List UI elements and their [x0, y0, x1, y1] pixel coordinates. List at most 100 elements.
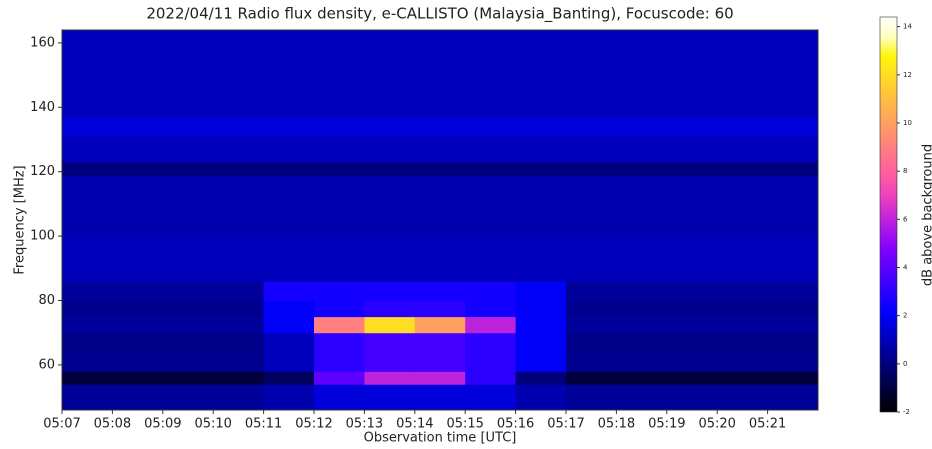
colorbar-tick-label: 12 [903, 71, 912, 79]
heatmap-cell [516, 349, 567, 372]
colorbar-tick-label: 0 [903, 360, 907, 368]
heatmap-cell [465, 117, 516, 137]
x-tick-label: 05:11 [245, 417, 282, 432]
heatmap-cell [264, 349, 315, 372]
heatmap-cell [465, 384, 516, 410]
y-tick-label: 120 [30, 164, 55, 179]
heatmap-cell [516, 236, 567, 282]
colorbar-label: dB above background [921, 144, 932, 286]
heatmap-cell [314, 117, 365, 137]
heatmap-cell [415, 301, 466, 318]
chart: 2022/04/11 Radio flux density, e-CALLIST… [0, 0, 932, 449]
heatmap-cell [717, 281, 768, 301]
heatmap-cell [112, 30, 163, 117]
heatmap-cell [264, 117, 315, 137]
heatmap-cell [415, 136, 466, 162]
heatmap-cell [465, 301, 516, 318]
heatmap-cell [667, 384, 718, 410]
heatmap-cell [717, 333, 768, 350]
heatmap-cell [616, 162, 667, 175]
heatmap-cell [415, 162, 466, 175]
heatmap-cell [768, 317, 819, 334]
heatmap-cell [314, 162, 365, 175]
x-tick-label: 05:10 [194, 417, 231, 432]
heatmap-cell [667, 136, 718, 162]
x-tick-label: 05:12 [295, 417, 332, 432]
heatmap-cell [465, 281, 516, 301]
heatmap-cell [364, 349, 415, 372]
heatmap-cell [667, 317, 718, 334]
heatmap-cell [768, 162, 819, 175]
heatmap-cell [667, 333, 718, 350]
heatmap-cell [163, 281, 214, 301]
heatmap-cell [163, 117, 214, 137]
y-tick-label: 160 [30, 35, 55, 50]
heatmap-cell [62, 162, 113, 175]
heatmap-cell [213, 30, 264, 117]
heatmap-cell [566, 236, 617, 282]
heatmap-cell [566, 317, 617, 334]
heatmap-cell [314, 236, 365, 282]
heatmap-cell [314, 384, 365, 410]
heatmap-cell [314, 301, 365, 318]
heatmap-cell [616, 349, 667, 372]
heatmap-cell [364, 30, 415, 117]
heatmap-cell [314, 371, 365, 384]
heatmap-cell [213, 175, 264, 237]
heatmap-cell [163, 175, 214, 237]
heatmap-cell [566, 136, 617, 162]
heatmap-cell [768, 371, 819, 384]
heatmap-cell [667, 175, 718, 237]
heatmap-cell [516, 175, 567, 237]
heatmap-cell [516, 30, 567, 117]
heatmap-cell [566, 349, 617, 372]
heatmap-cell [264, 371, 315, 384]
heatmap-cell [314, 349, 365, 372]
heatmap-cell [465, 371, 516, 384]
heatmap-cell [717, 175, 768, 237]
heatmap-cell [62, 349, 113, 372]
heatmap-cell [768, 384, 819, 410]
heatmap-cell [768, 30, 819, 117]
heatmap-cell [516, 162, 567, 175]
heatmap-cell [516, 333, 567, 350]
heatmap-cell [62, 317, 113, 334]
heatmap-cell [566, 384, 617, 410]
heatmap-cell [163, 384, 214, 410]
heatmap-cell [667, 371, 718, 384]
chart-title: 2022/04/11 Radio flux density, e-CALLIST… [146, 5, 733, 24]
heatmap-cell [364, 333, 415, 350]
heatmap-cell [768, 236, 819, 282]
heatmap-cell [62, 301, 113, 318]
x-tick-label: 05:21 [749, 417, 786, 432]
heatmap-cell [314, 175, 365, 237]
heatmap-cell [717, 349, 768, 372]
x-tick-label: 05:17 [547, 417, 584, 432]
heatmap-cell [415, 384, 466, 410]
heatmap-cell [616, 281, 667, 301]
colorbar [880, 17, 897, 412]
heatmap-cell [264, 317, 315, 334]
heatmap-cell [415, 281, 466, 301]
heatmap-cell [163, 317, 214, 334]
x-tick-label: 05:09 [144, 417, 181, 432]
heatmap-cell [667, 162, 718, 175]
heatmap-cell [415, 349, 466, 372]
heatmap-cell [213, 136, 264, 162]
heatmap-cell [768, 117, 819, 137]
heatmap-cell [213, 333, 264, 350]
heatmap-cell [213, 371, 264, 384]
heatmap-cell [314, 333, 365, 350]
x-tick-label: 05:14 [396, 417, 433, 432]
heatmap-cell [566, 333, 617, 350]
heatmap-cell [516, 301, 567, 318]
heatmap-cell [264, 384, 315, 410]
heatmap-cell [616, 175, 667, 237]
heatmap-cell [163, 236, 214, 282]
x-tick-label: 05:20 [698, 417, 735, 432]
heatmap-cell [364, 117, 415, 137]
heatmap-cell [415, 333, 466, 350]
heatmap-cell [163, 371, 214, 384]
heatmap-cell [364, 162, 415, 175]
heatmap-cell [566, 301, 617, 318]
